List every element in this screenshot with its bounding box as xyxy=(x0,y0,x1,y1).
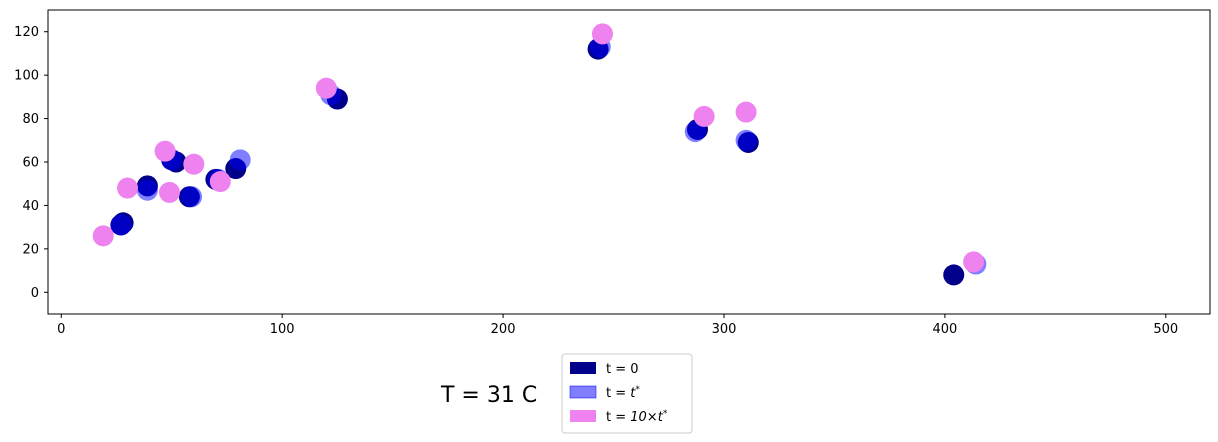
point-10tstar xyxy=(92,225,114,247)
y-tick-label: 40 xyxy=(22,199,39,214)
point-10tstar xyxy=(154,140,176,162)
point-10tstar xyxy=(315,77,337,99)
point-10tstar xyxy=(735,101,757,123)
legend-swatch-tstar xyxy=(569,385,597,399)
legend-label-10tstar: t = 10×t* xyxy=(606,409,668,425)
y-tick-label: 120 xyxy=(14,25,39,40)
point-tstar xyxy=(229,149,251,171)
x-tick-label: 0 xyxy=(57,322,65,337)
x-tick-label: 300 xyxy=(712,322,737,337)
point-10tstar xyxy=(117,177,139,199)
x-axis: 0 100 200 300 400 500 xyxy=(57,314,1178,337)
y-axis: 0 20 40 60 80 100 120 xyxy=(14,25,48,301)
x-tick-label: 400 xyxy=(932,322,957,337)
y-tick-label: 80 xyxy=(22,112,39,127)
legend-swatch-t0 xyxy=(570,362,596,374)
legend-label-t0: t = 0 xyxy=(606,362,639,377)
point-tstar xyxy=(110,214,132,236)
point-10tstar xyxy=(183,153,205,175)
y-tick-label: 100 xyxy=(14,69,39,84)
data-points xyxy=(92,23,987,286)
y-tick-label: 0 xyxy=(31,286,39,301)
plot-frame xyxy=(47,9,1211,315)
point-tstar xyxy=(735,129,757,151)
point-10tstar xyxy=(159,181,181,203)
point-10tstar xyxy=(693,105,715,127)
legend-swatch-10tstar xyxy=(570,410,596,422)
y-tick-label: 60 xyxy=(22,156,39,171)
legend: t = 0 t = t* t = 10×t* xyxy=(561,353,693,434)
point-10tstar xyxy=(963,251,985,273)
legend-label-tstar: t = t* xyxy=(606,385,640,401)
y-tick-label: 20 xyxy=(22,242,39,257)
point-10tstar xyxy=(591,23,613,45)
temperature-caption: T = 31 C xyxy=(441,383,538,408)
point-tstar xyxy=(136,179,158,201)
point-10tstar xyxy=(209,171,231,193)
x-tick-label: 500 xyxy=(1153,322,1178,337)
point-tstar xyxy=(181,186,203,208)
x-tick-label: 200 xyxy=(491,322,516,337)
point-t0 xyxy=(943,264,965,286)
x-tick-label: 100 xyxy=(270,322,295,337)
point-tstar xyxy=(684,121,706,143)
